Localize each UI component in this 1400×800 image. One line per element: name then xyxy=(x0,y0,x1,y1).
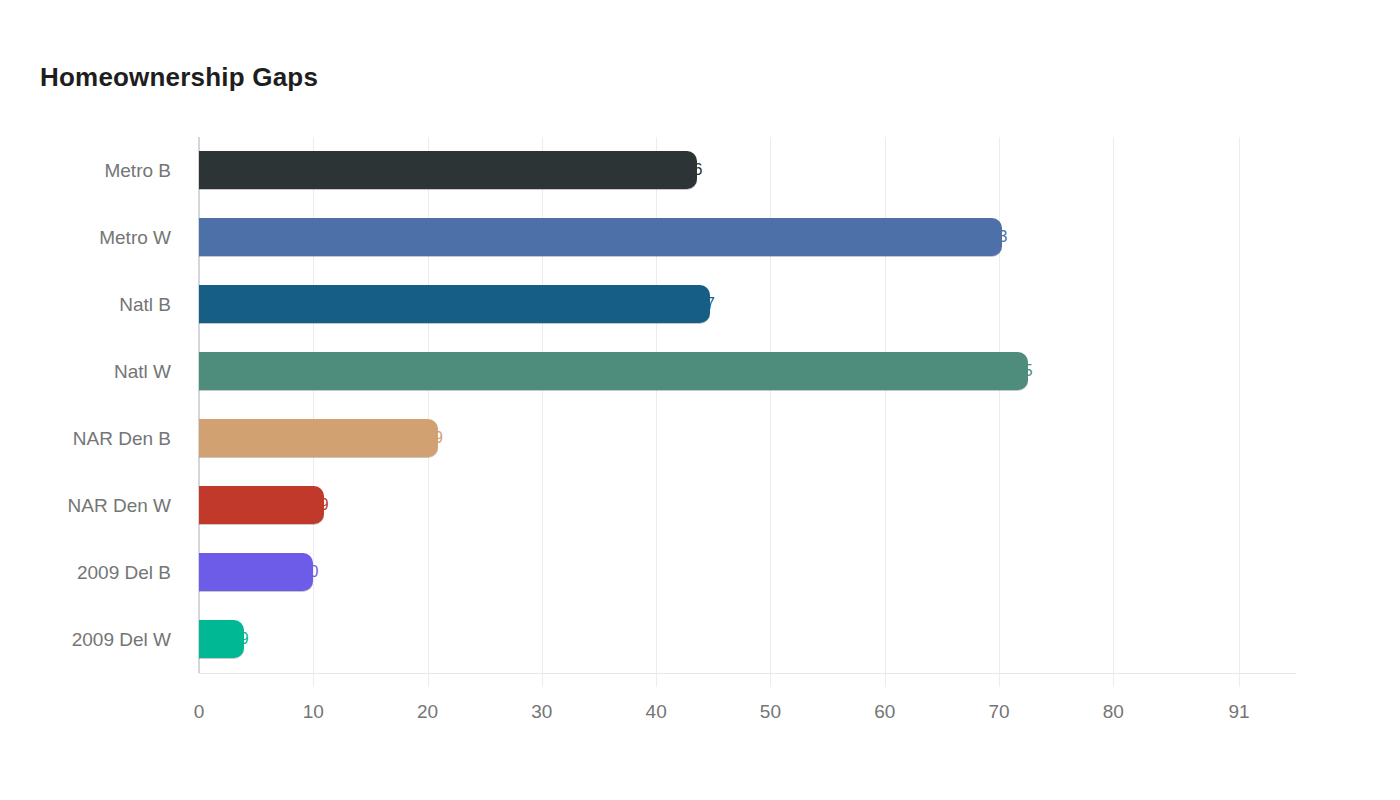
x-tick-label-70: 70 xyxy=(988,701,1009,723)
category-label-2009-del-b: 2009 Del B xyxy=(0,539,171,606)
category-label-metro-w: Metro W xyxy=(0,204,171,271)
x-tick-label-10: 10 xyxy=(303,701,324,723)
x-axis-line xyxy=(199,673,1296,674)
category-label-nar-den-w: NAR Den W xyxy=(0,472,171,539)
bar-row: 10.9 xyxy=(199,472,1296,539)
bar-natl-b xyxy=(199,285,710,323)
category-label-2009-del-w: 2009 Del W xyxy=(0,606,171,673)
bar-row: 72.5 xyxy=(199,338,1296,405)
category-label-nar-den-b: NAR Den B xyxy=(0,405,171,472)
chart-title: Homeownership Gaps xyxy=(40,62,318,93)
plot-area: 43.670.344.772.520.910.9103.9 xyxy=(199,137,1296,673)
bar-natl-w xyxy=(199,352,1028,390)
x-tick-label-40: 40 xyxy=(646,701,667,723)
x-tick-label-60: 60 xyxy=(874,701,895,723)
bar-row: 20.9 xyxy=(199,405,1296,472)
bar-2009-del-w xyxy=(199,620,244,658)
bar-row: 44.7 xyxy=(199,271,1296,338)
bar-nar-den-b xyxy=(199,419,438,457)
bar-row: 43.6 xyxy=(199,137,1296,204)
chart-canvas: Homeownership Gaps 43.670.344.772.520.91… xyxy=(0,0,1400,800)
x-tick-label-91: 91 xyxy=(1228,701,1249,723)
x-tick-label-0: 0 xyxy=(194,701,205,723)
category-label-natl-b: Natl B xyxy=(0,271,171,338)
bar-row: 3.9 xyxy=(199,606,1296,673)
x-tick-label-50: 50 xyxy=(760,701,781,723)
bar-row: 10 xyxy=(199,539,1296,606)
category-label-natl-w: Natl W xyxy=(0,338,171,405)
x-axis-tick-labels: 0102030405060708091 xyxy=(199,701,1296,731)
bar-row: 70.3 xyxy=(199,204,1296,271)
bar-nar-den-w xyxy=(199,486,324,524)
bar-2009-del-b xyxy=(199,553,313,591)
category-label-metro-b: Metro B xyxy=(0,137,171,204)
x-tick-label-80: 80 xyxy=(1103,701,1124,723)
x-tick-label-30: 30 xyxy=(531,701,552,723)
bar-metro-w xyxy=(199,218,1002,256)
bar-metro-b xyxy=(199,151,697,189)
x-tick-label-20: 20 xyxy=(417,701,438,723)
